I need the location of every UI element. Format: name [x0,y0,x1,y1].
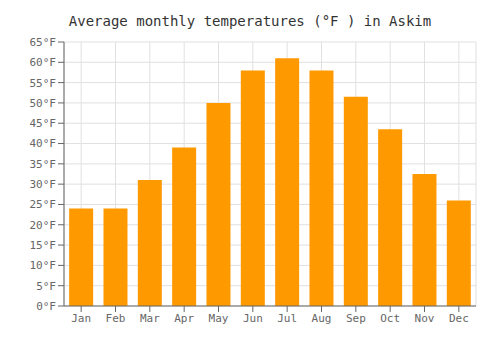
svg-text:May: May [209,312,229,325]
svg-text:10°F: 10°F [30,259,57,272]
svg-text:Jan: Jan [71,312,91,325]
svg-text:30°F: 30°F [30,178,57,191]
svg-text:Aug: Aug [312,312,332,325]
svg-text:0°F: 0°F [36,300,56,313]
svg-text:Feb: Feb [106,312,126,325]
svg-text:Mar: Mar [140,312,160,325]
svg-text:Apr: Apr [174,312,194,325]
svg-text:15°F: 15°F [30,239,57,252]
svg-text:Oct: Oct [380,312,400,325]
svg-text:5°F: 5°F [36,280,56,293]
svg-text:55°F: 55°F [30,77,57,90]
svg-text:35°F: 35°F [30,158,57,171]
svg-text:65°F: 65°F [30,36,57,49]
svg-text:45°F: 45°F [30,117,57,130]
svg-text:Nov: Nov [415,312,435,325]
svg-text:25°F: 25°F [30,198,57,211]
svg-text:Sep: Sep [346,312,366,325]
svg-text:60°F: 60°F [30,56,57,69]
svg-text:Dec: Dec [449,312,469,325]
svg-text:Jul: Jul [277,312,297,325]
svg-text:20°F: 20°F [30,219,57,232]
svg-text:Jun: Jun [243,312,263,325]
svg-text:40°F: 40°F [30,137,57,150]
svg-text:50°F: 50°F [30,97,57,110]
html-text:Average monthly temperatures (: Average monthly temperatures (°F ) in As… [68,13,432,29]
